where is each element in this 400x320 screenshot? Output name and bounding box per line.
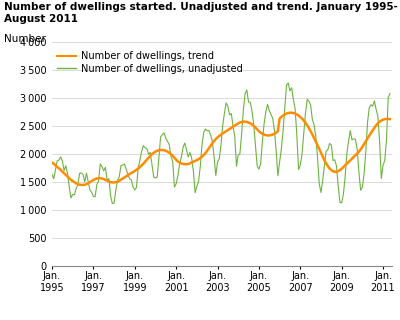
Text: Number of dwellings started. Unadjusted and trend. January 1995-: Number of dwellings started. Unadjusted … [4,2,398,12]
Legend: Number of dwellings, trend, Number of dwellings, unadjusted: Number of dwellings, trend, Number of dw… [57,51,243,74]
Text: August 2011: August 2011 [4,14,78,24]
Text: Number: Number [4,34,46,44]
